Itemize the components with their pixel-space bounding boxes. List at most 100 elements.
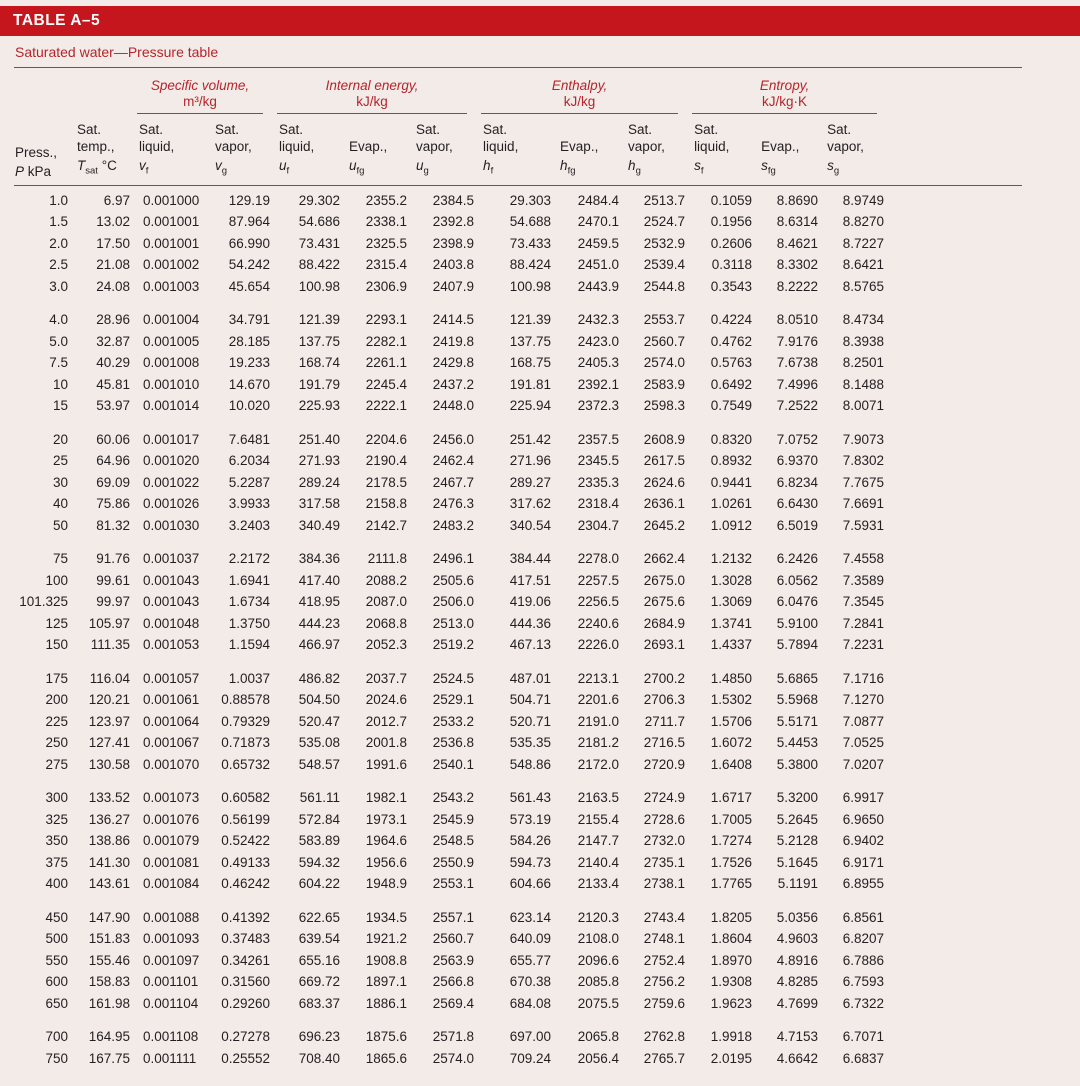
cell-evap-s: 5.3200 <box>776 790 819 806</box>
cell-sat-liquid-v: 0.001076 <box>143 811 200 827</box>
cell-sat-liquid-u: 708.40 <box>298 1050 341 1066</box>
cell-sat-liquid-v: 0.001084 <box>143 876 200 892</box>
cell-sat-vapor-u: 2548.5 <box>432 833 475 849</box>
cell-evap-u: 1921.2 <box>365 931 408 947</box>
cell-sat-liquid-h: 271.96 <box>509 453 552 469</box>
cell-sat-liquid-v: 0.001010 <box>143 376 200 392</box>
cell-sat-temp: 53.97 <box>96 398 130 414</box>
cell-sat-vapor-s: 6.8207 <box>842 931 885 947</box>
cell-sat-vapor-v: 19.233 <box>228 355 271 371</box>
cell-sat-liquid-h: 29.303 <box>509 192 552 208</box>
group-header-specific-volume: Specific volume, m³/kg <box>133 68 273 114</box>
cell-sat-liquid-s: 2.0195 <box>710 1050 753 1066</box>
cell-sat-liquid-s: 0.6492 <box>710 376 753 392</box>
symbol-subscript: f <box>145 165 149 177</box>
cell-sat-liquid-s: 1.7526 <box>710 854 753 870</box>
cell-pressure: 125 <box>45 615 68 631</box>
row-group-gap-cell <box>14 536 1022 548</box>
cell-sat-liquid-h: 697.00 <box>509 1029 552 1045</box>
cell-sat-vapor-u: 2407.9 <box>432 278 475 294</box>
cell-sat-temp: 116.04 <box>89 670 130 686</box>
cell-sat-temp: 127.41 <box>88 735 130 751</box>
cell-evap-s: 5.9100 <box>776 615 819 631</box>
cell-sat-vapor-s: 7.2231 <box>842 637 885 653</box>
cell-sat-liquid-h: 573.19 <box>509 811 552 827</box>
table-row: 200 120.21 0.001061 0.88578 504.50 2024.6 2529… <box>14 689 1022 711</box>
cell-sat-vapor-v: 0.31560 <box>221 974 271 990</box>
cell-pressure: 10 <box>52 376 68 392</box>
cell-sat-liquid-v: 0.001048 <box>143 615 200 631</box>
cell-sat-vapor-v: 66.990 <box>228 235 271 251</box>
cell-pressure: 325 <box>45 811 68 827</box>
symbol-subscript: g <box>423 165 429 177</box>
group-label-entropy: Entropy, <box>759 78 810 93</box>
symbol-subscript: g <box>833 165 840 177</box>
cell-sat-liquid-h: 467.13 <box>509 637 552 653</box>
cell-evap-s: 5.2645 <box>776 811 819 827</box>
cell-sat-vapor-h: 2716.5 <box>643 735 686 751</box>
cell-sat-liquid-u: 520.47 <box>298 713 341 729</box>
cell-evap-s: 6.9370 <box>776 453 819 469</box>
cell-evap-s: 5.6865 <box>776 670 819 686</box>
cell-sat-vapor-h: 2738.1 <box>643 876 686 892</box>
cell-sat-vapor-v: 0.52422 <box>221 833 271 849</box>
cell-sat-vapor-v: 10.020 <box>228 398 271 414</box>
col-header-line2: vapor, <box>215 139 252 154</box>
cell-spacer <box>887 993 1022 1015</box>
cell-sat-liquid-v: 0.001088 <box>143 909 200 925</box>
col-header-line2: vapor, <box>628 139 665 154</box>
cell-sat-liquid-s: 1.7765 <box>710 876 753 892</box>
cell-sat-liquid-u: 444.23 <box>298 615 341 631</box>
cell-pressure: 25 <box>52 453 68 469</box>
group-header-enthalpy: Enthalpy, kJ/kg <box>477 68 688 114</box>
cell-evap-s: 5.1645 <box>776 854 819 870</box>
cell-evap-h: 2443.9 <box>577 278 620 294</box>
cell-sat-temp: 111.35 <box>90 637 130 653</box>
table-row: 175 116.04 0.001057 1.0037 486.82 2037.7 2524.… <box>14 668 1022 690</box>
cell-sat-liquid-s: 1.9918 <box>710 1029 753 1045</box>
cell-sat-vapor-v: 0.79329 <box>221 713 271 729</box>
cell-sat-temp: 64.96 <box>96 453 130 469</box>
cell-sat-liquid-h: 54.688 <box>509 214 552 230</box>
row-group-gap <box>14 656 1022 668</box>
cell-sat-liquid-h: 535.35 <box>509 735 552 751</box>
cell-sat-liquid-u: 548.57 <box>298 756 341 772</box>
cell-spacer <box>887 873 1022 895</box>
cell-pressure: 650 <box>45 995 68 1011</box>
table-row: 375 141.30 0.001081 0.49133 594.32 1956.6 2550… <box>14 852 1022 874</box>
cell-sat-liquid-v: 0.001003 <box>143 278 200 294</box>
cell-sat-vapor-s: 6.9650 <box>842 811 885 827</box>
col-header-symbol: sg <box>827 157 887 180</box>
cell-evap-s: 4.8285 <box>776 974 819 990</box>
col-header-evap-h: Evap., hfg <box>554 114 623 186</box>
cell-sat-liquid-h: 504.71 <box>509 692 552 708</box>
cell-sat-vapor-v: 1.6734 <box>228 594 271 610</box>
cell-sat-vapor-s: 6.7593 <box>842 974 885 990</box>
cell-evap-u: 2204.6 <box>365 431 408 447</box>
cell-spacer <box>887 309 1022 331</box>
cell-evap-u: 2325.5 <box>365 235 408 251</box>
table-row: 225 123.97 0.001064 0.79329 520.47 2012.7 2533… <box>14 711 1022 733</box>
cell-sat-liquid-h: 594.73 <box>509 854 552 870</box>
cell-sat-vapor-s: 8.2501 <box>842 355 885 371</box>
cell-sat-liquid-s: 0.1059 <box>710 192 753 208</box>
cell-sat-vapor-s: 8.3938 <box>842 333 885 349</box>
cell-sat-temp: 105.97 <box>88 615 130 631</box>
cell-sat-vapor-u: 2419.8 <box>432 333 475 349</box>
cell-sat-vapor-s: 7.7675 <box>842 474 885 490</box>
cell-sat-vapor-s: 7.1270 <box>842 692 885 708</box>
cell-spacer <box>887 971 1022 993</box>
cell-sat-vapor-v: 0.71873 <box>221 735 271 751</box>
cell-sat-vapor-h: 2684.9 <box>643 615 686 631</box>
col-header-line1: Sat. <box>416 122 441 137</box>
group-unit-enthalpy: kJ/kg <box>563 94 596 109</box>
cell-sat-vapor-v: 0.34261 <box>221 952 271 968</box>
cell-spacer <box>887 928 1022 950</box>
cell-sat-liquid-s: 1.4337 <box>710 637 753 653</box>
row-group-gap-cell <box>14 656 1022 668</box>
cell-sat-liquid-u: 639.54 <box>298 931 341 947</box>
cell-sat-temp: 99.97 <box>96 594 130 610</box>
cell-sat-vapor-u: 2557.1 <box>432 909 475 925</box>
cell-evap-h: 2345.5 <box>577 453 620 469</box>
cell-spacer <box>887 591 1022 613</box>
